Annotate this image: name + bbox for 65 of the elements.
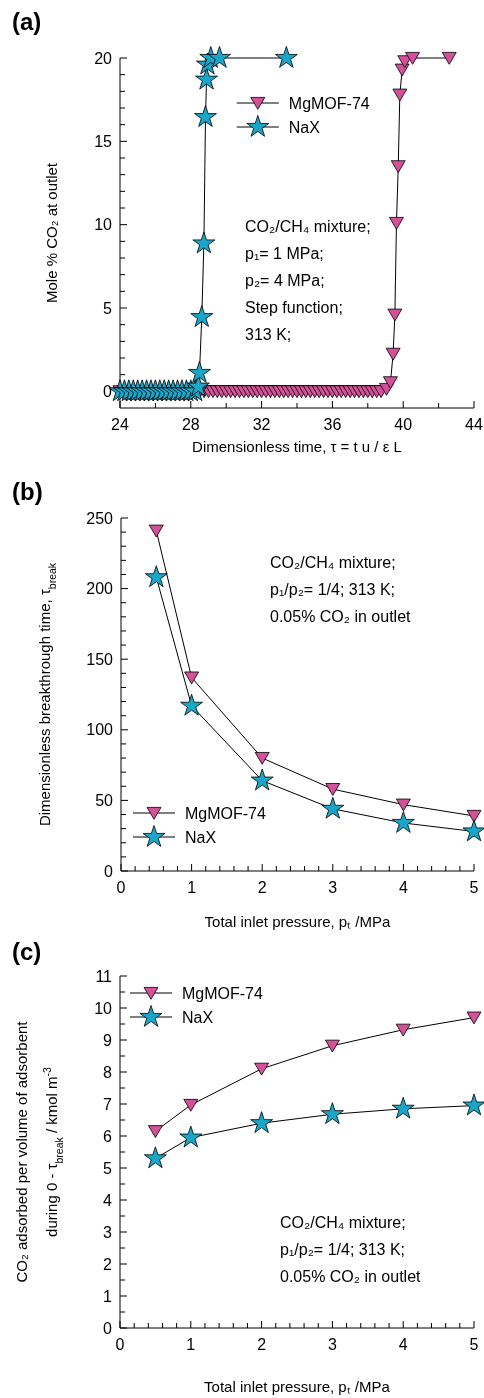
x-tick-label: 4 <box>398 1336 408 1353</box>
y-tick-label: 5 <box>103 299 113 317</box>
y-tick-label: 0 <box>103 1319 113 1337</box>
legend-label: MgMOF-74 <box>288 94 370 112</box>
x-tick-label: 1 <box>187 879 197 896</box>
annotation: p₁= 1 MPa; <box>245 245 324 262</box>
y-tick-label: 250 <box>86 509 114 527</box>
y-tick-label: 5 <box>103 1159 113 1177</box>
annotation: 0.05% CO₂ in outlet <box>270 608 412 625</box>
x-tick-label: 0 <box>115 1336 125 1353</box>
y-tick-label: 15 <box>94 132 113 150</box>
x-tick-label: 5 <box>469 1336 479 1353</box>
chart-title: (c) <box>12 938 42 965</box>
x-tick-label: 1 <box>186 1336 196 1353</box>
x-tick-label: 40 <box>394 416 413 433</box>
y-tick-label: 3 <box>103 1223 113 1241</box>
annotation: p₂= 4 MPa; <box>245 272 325 289</box>
x-tick-label: 5 <box>469 879 479 896</box>
y-tick-label: 9 <box>103 1031 113 1049</box>
annotation: p₁/p₂= 1/4; 313 K; <box>280 1241 406 1258</box>
annotation: 0.05% CO₂ in outlet <box>280 1268 422 1285</box>
x-tick-label: 24 <box>111 416 129 433</box>
x-tick-label: 4 <box>398 879 408 896</box>
y-tick-label: 0 <box>103 382 113 400</box>
annotation: p₁/p₂= 1/4; 313 K; <box>270 581 396 598</box>
annotation: CO₂/CH₄ mixture; <box>280 1214 406 1231</box>
y-tick-label: 200 <box>86 580 114 598</box>
x-axis-title: Total inlet pressure, pₜ /MPa <box>204 1378 391 1395</box>
x-axis-title: Dimensionless time, τ = t u / ε L <box>192 438 402 455</box>
y-tick-label: 20 <box>94 49 113 67</box>
annotation: CO₂/CH₄ mixture; <box>270 554 396 571</box>
y-tick-label: 100 <box>86 721 114 739</box>
x-tick-label: 2 <box>257 879 267 896</box>
y-tick-label: 10 <box>94 999 113 1017</box>
annotation: CO₂/CH₄ mixture; <box>245 218 371 235</box>
y-tick-label: 11 <box>95 967 113 985</box>
x-axis-title: Total inlet pressure, pₜ /MPa <box>204 913 392 930</box>
x-tick-label: 36 <box>323 416 342 433</box>
x-tick-label: 44 <box>465 416 483 433</box>
y-tick-label: 10 <box>94 216 113 234</box>
chart-title: (a) <box>12 8 42 35</box>
y-tick-label: 50 <box>95 792 114 809</box>
y-tick-label: 6 <box>103 1127 113 1145</box>
y-tick-label: 2 <box>103 1255 113 1273</box>
y-tick-label: 150 <box>86 650 114 668</box>
x-tick-label: 0 <box>116 879 126 896</box>
y-tick-label: 7 <box>103 1095 113 1113</box>
legend-label: NaX <box>182 1008 214 1026</box>
annotation: 313 K; <box>245 326 292 343</box>
x-tick-label: 28 <box>181 416 200 433</box>
chart-title: (b) <box>12 478 43 505</box>
y-tick-label: 8 <box>103 1063 113 1081</box>
y-tick-label: 1 <box>103 1287 113 1305</box>
x-tick-label: 32 <box>252 416 271 433</box>
annotation: Step function; <box>245 299 343 316</box>
y-tick-label: 4 <box>103 1191 113 1209</box>
x-tick-label: 3 <box>328 879 338 896</box>
x-tick-label: 2 <box>257 1336 267 1353</box>
y-tick-label: 0 <box>104 862 114 880</box>
legend-label: NaX <box>288 118 321 136</box>
legend-label: MgMOF-74 <box>185 804 266 822</box>
legend-label: MgMOF-74 <box>182 984 263 1002</box>
y-axis-title: Mole % CO₂ at outlet <box>43 162 60 304</box>
legend-label: NaX <box>185 828 217 846</box>
x-tick-label: 3 <box>327 1336 337 1353</box>
